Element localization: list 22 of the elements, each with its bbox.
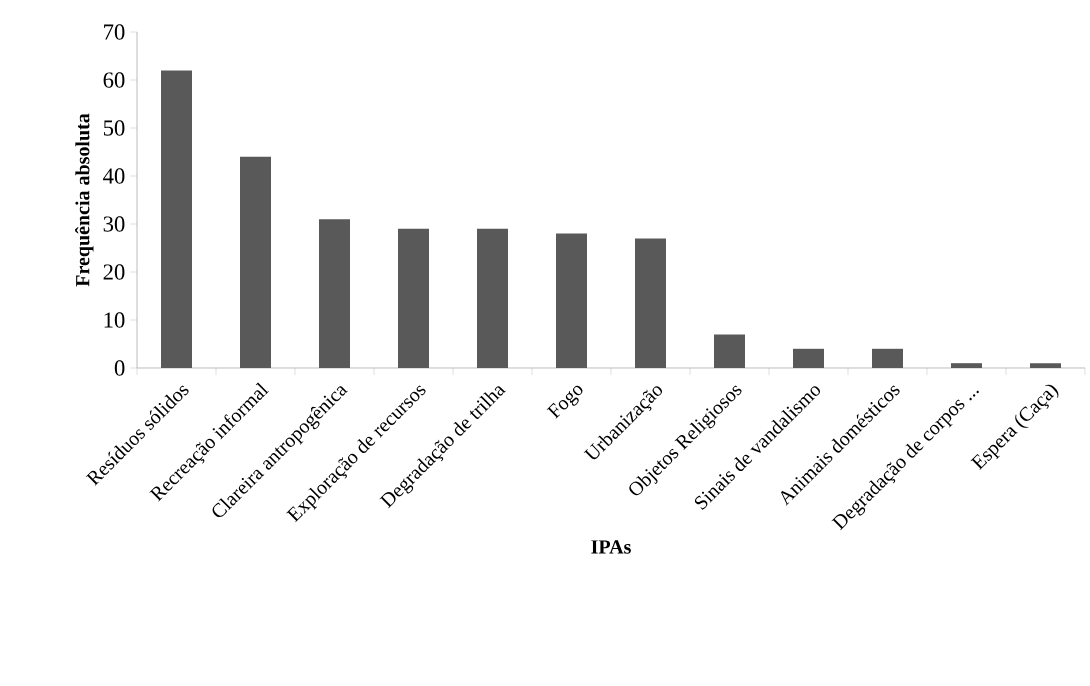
bar: [793, 348, 824, 368]
y-tick-label: 70: [104, 24, 125, 40]
bar: [1029, 363, 1061, 368]
bar: [714, 334, 745, 368]
bar: [477, 228, 509, 368]
x-axis-title: IPAs: [591, 540, 631, 554]
bar: [161, 70, 193, 368]
bar: [556, 233, 587, 368]
y-tick-label: 10: [104, 312, 125, 328]
y-axis-title: Frequência absoluta: [75, 113, 94, 287]
bar: [951, 363, 982, 368]
bar: [635, 238, 666, 368]
y-tick-label: 50: [103, 120, 125, 136]
bar: [240, 156, 272, 368]
bar: [319, 219, 351, 368]
y-tick-label: 20: [103, 264, 125, 280]
y-tick-label: 60: [103, 72, 125, 88]
y-tick-label: 40: [103, 168, 125, 184]
y-tick-label: 30: [103, 216, 125, 232]
bar: [872, 348, 903, 368]
y-tick-label: 0: [114, 360, 125, 376]
bar: [398, 228, 429, 368]
